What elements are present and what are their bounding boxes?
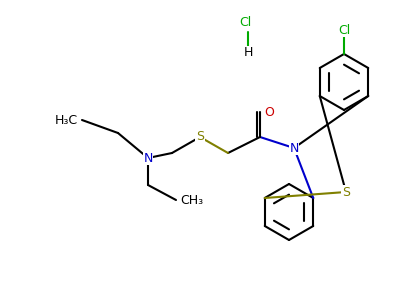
- Text: CH₃: CH₃: [180, 194, 203, 206]
- Text: H₃C: H₃C: [55, 113, 78, 127]
- Text: N: N: [289, 142, 299, 154]
- Text: S: S: [342, 185, 350, 199]
- Text: Cl: Cl: [338, 23, 350, 37]
- Text: S: S: [196, 130, 204, 143]
- Text: H: H: [243, 46, 253, 59]
- Text: Cl: Cl: [239, 16, 251, 28]
- Text: N: N: [143, 152, 153, 164]
- Text: O: O: [264, 106, 274, 118]
